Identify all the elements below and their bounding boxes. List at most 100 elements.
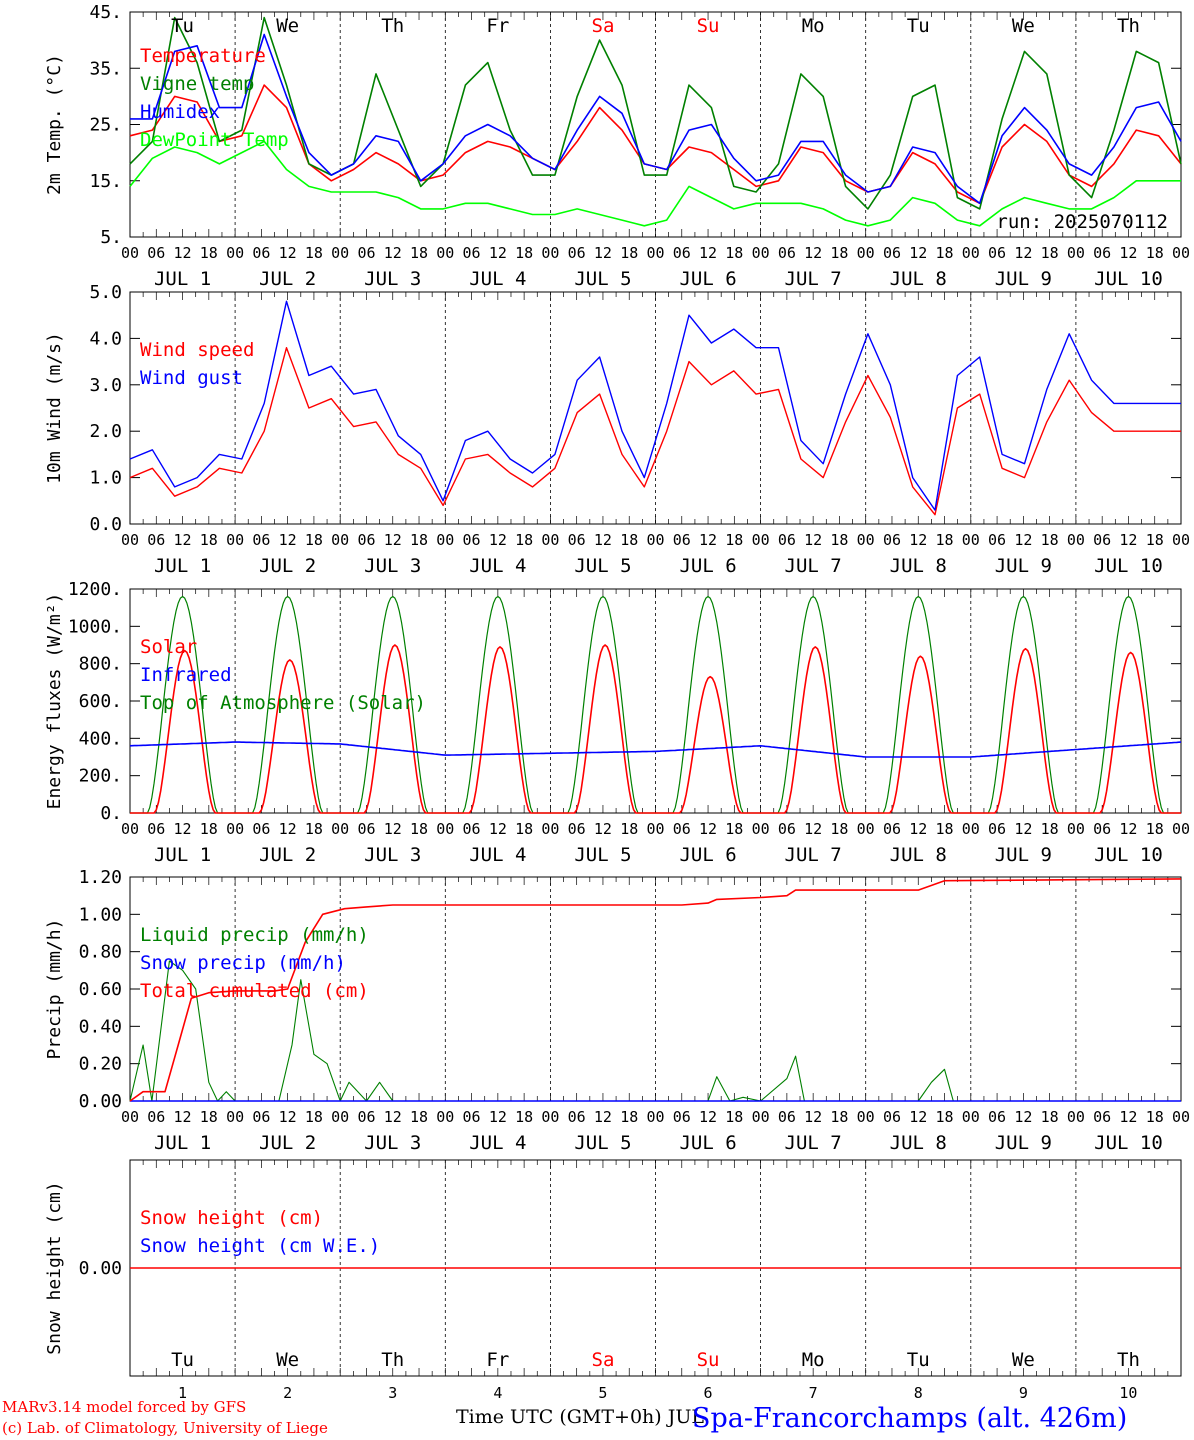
hour-tick-label: 00 bbox=[1172, 244, 1190, 262]
date-label: JUL 7 bbox=[785, 1132, 842, 1154]
hour-tick-label: 12 bbox=[1014, 244, 1032, 262]
hour-tick-label: 00 bbox=[752, 531, 770, 549]
hour-tick-label: 18 bbox=[515, 1108, 533, 1126]
hour-tick-label: 00 bbox=[962, 820, 980, 838]
hour-tick-label: 00 bbox=[121, 820, 139, 838]
hour-tick-label: 12 bbox=[804, 1108, 822, 1126]
day-number-label: 3 bbox=[388, 1384, 397, 1402]
hour-tick-label: 12 bbox=[1119, 820, 1137, 838]
weekday-label: Tu bbox=[907, 1349, 930, 1371]
hour-tick-label: 12 bbox=[174, 820, 192, 838]
series-humidex bbox=[130, 33, 1182, 205]
hour-tick-label: 06 bbox=[252, 531, 270, 549]
date-label: JUL 7 bbox=[785, 555, 842, 577]
hour-tick-label: 06 bbox=[1093, 1108, 1111, 1126]
hour-tick-label: 00 bbox=[436, 531, 454, 549]
hour-tick-label: 18 bbox=[1041, 531, 1059, 549]
hour-tick-label: 06 bbox=[883, 1108, 901, 1126]
hour-tick-label: 18 bbox=[830, 1108, 848, 1126]
hour-tick-label: 18 bbox=[515, 820, 533, 838]
series-vigne-temp bbox=[129, 16, 1182, 210]
hour-tick-label: 12 bbox=[804, 244, 822, 262]
date-label: JUL 6 bbox=[679, 555, 736, 577]
hour-tick-label: 18 bbox=[620, 244, 638, 262]
hour-tick-label: 12 bbox=[489, 1108, 507, 1126]
day-number-label: 6 bbox=[704, 1384, 713, 1402]
hour-tick-label: 00 bbox=[1172, 820, 1190, 838]
hour-tick-label: 12 bbox=[489, 531, 507, 549]
hour-tick-label: 06 bbox=[778, 820, 796, 838]
weekday-label: Th bbox=[381, 1349, 404, 1371]
hour-tick-label: 12 bbox=[1119, 1108, 1137, 1126]
date-label: JUL 4 bbox=[469, 268, 526, 290]
date-label: JUL 5 bbox=[574, 844, 631, 866]
hour-tick-label: 06 bbox=[568, 1108, 586, 1126]
weekday-label: Tu bbox=[171, 1349, 194, 1371]
y-tick-label: 25. bbox=[89, 115, 122, 136]
legend-entry: Wind speed bbox=[140, 339, 254, 361]
legend-entry: Snow height (cm W.E.) bbox=[140, 1235, 380, 1257]
hour-tick-label: 18 bbox=[935, 244, 953, 262]
hour-tick-label: 12 bbox=[1014, 1108, 1032, 1126]
y-tick-label: 4.0 bbox=[89, 328, 122, 349]
hour-tick-label: 12 bbox=[279, 244, 297, 262]
hour-tick-label: 06 bbox=[252, 1108, 270, 1126]
date-label: JUL 1 bbox=[154, 268, 211, 290]
date-label: JUL 6 bbox=[679, 268, 736, 290]
date-label: JUL 4 bbox=[469, 555, 526, 577]
hour-tick-label: 00 bbox=[857, 820, 875, 838]
hour-tick-label: 18 bbox=[200, 244, 218, 262]
legend-entry: Total cumulated (cm) bbox=[140, 980, 369, 1002]
date-label: JUL 4 bbox=[469, 1132, 526, 1154]
y-axis-label: 2m Temp. (°C) bbox=[44, 54, 65, 195]
hour-tick-label: 12 bbox=[174, 531, 192, 549]
hour-tick-label: 06 bbox=[463, 244, 481, 262]
hour-tick-label: 00 bbox=[541, 244, 559, 262]
y-axis-label: Snow height (cm) bbox=[44, 1181, 65, 1354]
hour-tick-label: 06 bbox=[568, 244, 586, 262]
hour-tick-label: 12 bbox=[279, 820, 297, 838]
hour-tick-label: 00 bbox=[646, 820, 664, 838]
date-label: JUL 2 bbox=[259, 268, 316, 290]
weekday-label: Su bbox=[697, 15, 720, 37]
hour-tick-label: 12 bbox=[1014, 531, 1032, 549]
weekday-label: Th bbox=[1117, 1349, 1140, 1371]
panel-frame bbox=[129, 11, 1182, 238]
hour-tick-label: 06 bbox=[883, 244, 901, 262]
y-tick-label: 5.0 bbox=[89, 282, 122, 303]
date-label: JUL 8 bbox=[890, 268, 947, 290]
y-axis-label: 10m Wind (m/s) bbox=[44, 332, 65, 484]
hour-tick-label: 18 bbox=[200, 820, 218, 838]
date-label: JUL 1 bbox=[154, 555, 211, 577]
hour-tick-label: 06 bbox=[673, 1108, 691, 1126]
hour-tick-label: 06 bbox=[463, 820, 481, 838]
y-tick-label: 1.20 bbox=[79, 867, 122, 888]
hour-tick-label: 06 bbox=[147, 1108, 165, 1126]
x-axis-title: Time UTC (GMT+0h) JUL bbox=[456, 1406, 704, 1428]
date-label: JUL 9 bbox=[995, 844, 1052, 866]
hour-tick-label: 06 bbox=[147, 820, 165, 838]
hour-tick-label: 00 bbox=[331, 820, 349, 838]
date-label: JUL 10 bbox=[1094, 268, 1163, 290]
hour-tick-label: 00 bbox=[857, 531, 875, 549]
y-axis-label: Precip (mm/h) bbox=[44, 919, 65, 1060]
series-total-cumulated-cm- bbox=[129, 878, 1182, 1102]
y-tick-label: 1000. bbox=[68, 616, 122, 637]
hour-tick-label: 12 bbox=[909, 820, 927, 838]
legend-entry: Liquid precip (mm/h) bbox=[140, 924, 369, 946]
series-solar bbox=[130, 644, 1181, 814]
legend-entry: Infrared bbox=[140, 664, 232, 686]
legend-entry: Snow precip (mm/h) bbox=[140, 952, 346, 974]
hour-tick-label: 00 bbox=[226, 531, 244, 549]
hour-tick-label: 12 bbox=[594, 531, 612, 549]
date-label: JUL 1 bbox=[154, 844, 211, 866]
day-number-label: 2 bbox=[283, 1384, 292, 1402]
hour-tick-label: 06 bbox=[778, 1108, 796, 1126]
y-tick-label: 1200. bbox=[68, 579, 122, 600]
y-tick-label: 35. bbox=[89, 58, 122, 79]
hour-tick-label: 12 bbox=[594, 1108, 612, 1126]
y-axis-label: Energy fluxes (W/m²) bbox=[44, 593, 65, 810]
hour-tick-label: 00 bbox=[752, 1108, 770, 1126]
day-number-label: 4 bbox=[493, 1384, 502, 1402]
hour-tick-label: 06 bbox=[1093, 244, 1111, 262]
